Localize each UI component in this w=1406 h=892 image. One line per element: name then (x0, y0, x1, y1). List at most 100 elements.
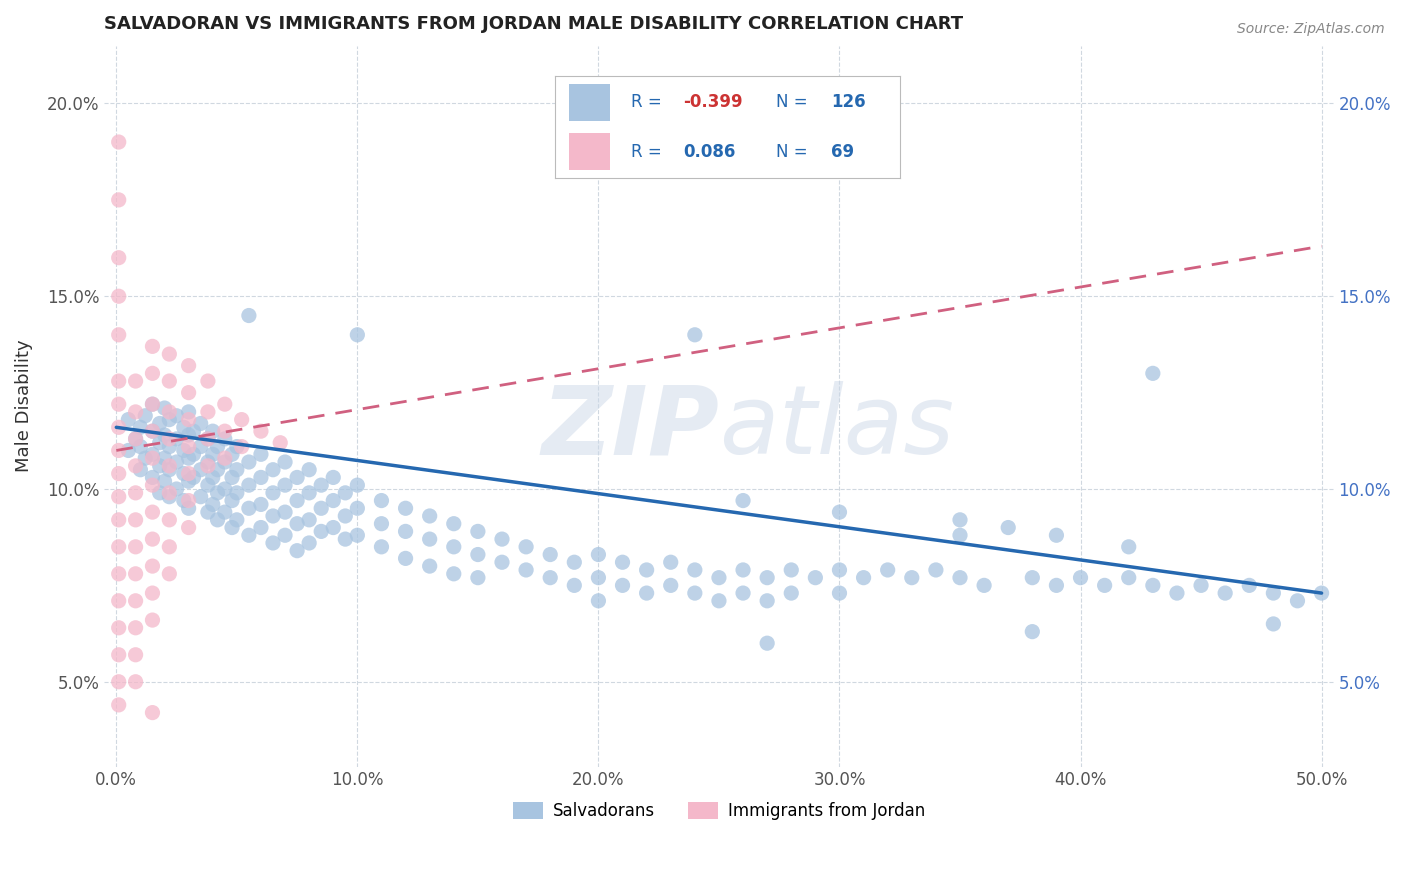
Point (659, 578, 682, 592)
Point (250, 470, 273, 484)
Point (225, 513, 247, 527)
Point (250, 520, 273, 534)
Point (238, 478, 260, 492)
Point (309, 524, 332, 539)
Point (134, 451, 156, 466)
FancyBboxPatch shape (569, 84, 610, 121)
Point (949, 571, 972, 585)
Point (1239, 578, 1261, 592)
Point (107, 374, 129, 388)
Point (201, 470, 224, 484)
Text: atlas: atlas (718, 381, 953, 475)
Text: R =: R = (631, 143, 668, 161)
Point (612, 555, 634, 569)
Point (124, 374, 146, 388)
Point (107, 135, 129, 149)
Point (141, 478, 163, 492)
Point (309, 501, 332, 516)
Point (707, 594, 730, 608)
Point (925, 563, 948, 577)
Point (124, 405, 146, 419)
Text: 69: 69 (831, 143, 853, 161)
Point (221, 447, 243, 461)
Point (177, 359, 200, 373)
Legend: Salvadorans, Immigrants from Jordan: Salvadorans, Immigrants from Jordan (506, 795, 932, 827)
Point (1213, 586, 1236, 600)
Point (419, 508, 441, 523)
Point (900, 571, 922, 585)
Point (221, 520, 243, 534)
Text: Source: ZipAtlas.com: Source: ZipAtlas.com (1237, 22, 1385, 37)
Point (467, 524, 489, 539)
Point (141, 470, 163, 484)
Point (231, 412, 253, 426)
Point (515, 563, 537, 577)
Point (1189, 578, 1212, 592)
Point (659, 555, 682, 569)
Point (973, 578, 995, 592)
Point (238, 455, 260, 469)
Point (214, 424, 236, 438)
Point (107, 251, 129, 265)
Point (274, 505, 297, 519)
Point (828, 563, 851, 577)
Point (1118, 571, 1140, 585)
Point (298, 536, 321, 550)
Point (274, 455, 297, 469)
Text: ZIP: ZIP (541, 381, 718, 475)
Point (124, 458, 146, 473)
Point (141, 367, 163, 381)
Text: N =: N = (776, 94, 813, 112)
Point (141, 532, 163, 546)
Point (177, 467, 200, 481)
Point (177, 501, 200, 516)
Point (166, 482, 188, 496)
Point (1166, 586, 1188, 600)
Point (262, 536, 284, 550)
Point (107, 490, 129, 504)
Point (166, 432, 188, 446)
Point (1142, 367, 1164, 381)
Point (124, 674, 146, 689)
Point (183, 424, 205, 438)
Point (588, 571, 610, 585)
Point (262, 486, 284, 500)
Point (107, 397, 129, 411)
Point (876, 563, 898, 577)
Point (141, 424, 163, 438)
Point (107, 540, 129, 554)
Point (1045, 528, 1067, 542)
Point (322, 520, 344, 534)
Point (177, 440, 200, 454)
Point (141, 559, 163, 574)
Point (124, 594, 146, 608)
Point (346, 327, 368, 342)
Text: R =: R = (631, 94, 668, 112)
Point (636, 586, 658, 600)
Point (173, 493, 195, 508)
Point (443, 516, 465, 531)
Point (269, 435, 291, 450)
Point (107, 467, 129, 481)
Point (124, 486, 146, 500)
Text: 126: 126 (831, 94, 866, 112)
Point (309, 478, 332, 492)
Point (214, 451, 236, 466)
Point (756, 571, 779, 585)
Point (177, 493, 200, 508)
Point (1045, 578, 1067, 592)
Point (177, 520, 200, 534)
Point (157, 412, 180, 426)
Point (443, 540, 465, 554)
Point (157, 347, 180, 361)
Point (1263, 616, 1285, 631)
Point (612, 578, 634, 592)
Point (190, 440, 212, 454)
Point (177, 475, 200, 489)
Point (107, 289, 129, 303)
Point (190, 417, 212, 431)
Point (683, 586, 706, 600)
Point (731, 586, 754, 600)
Point (262, 463, 284, 477)
Point (124, 513, 146, 527)
